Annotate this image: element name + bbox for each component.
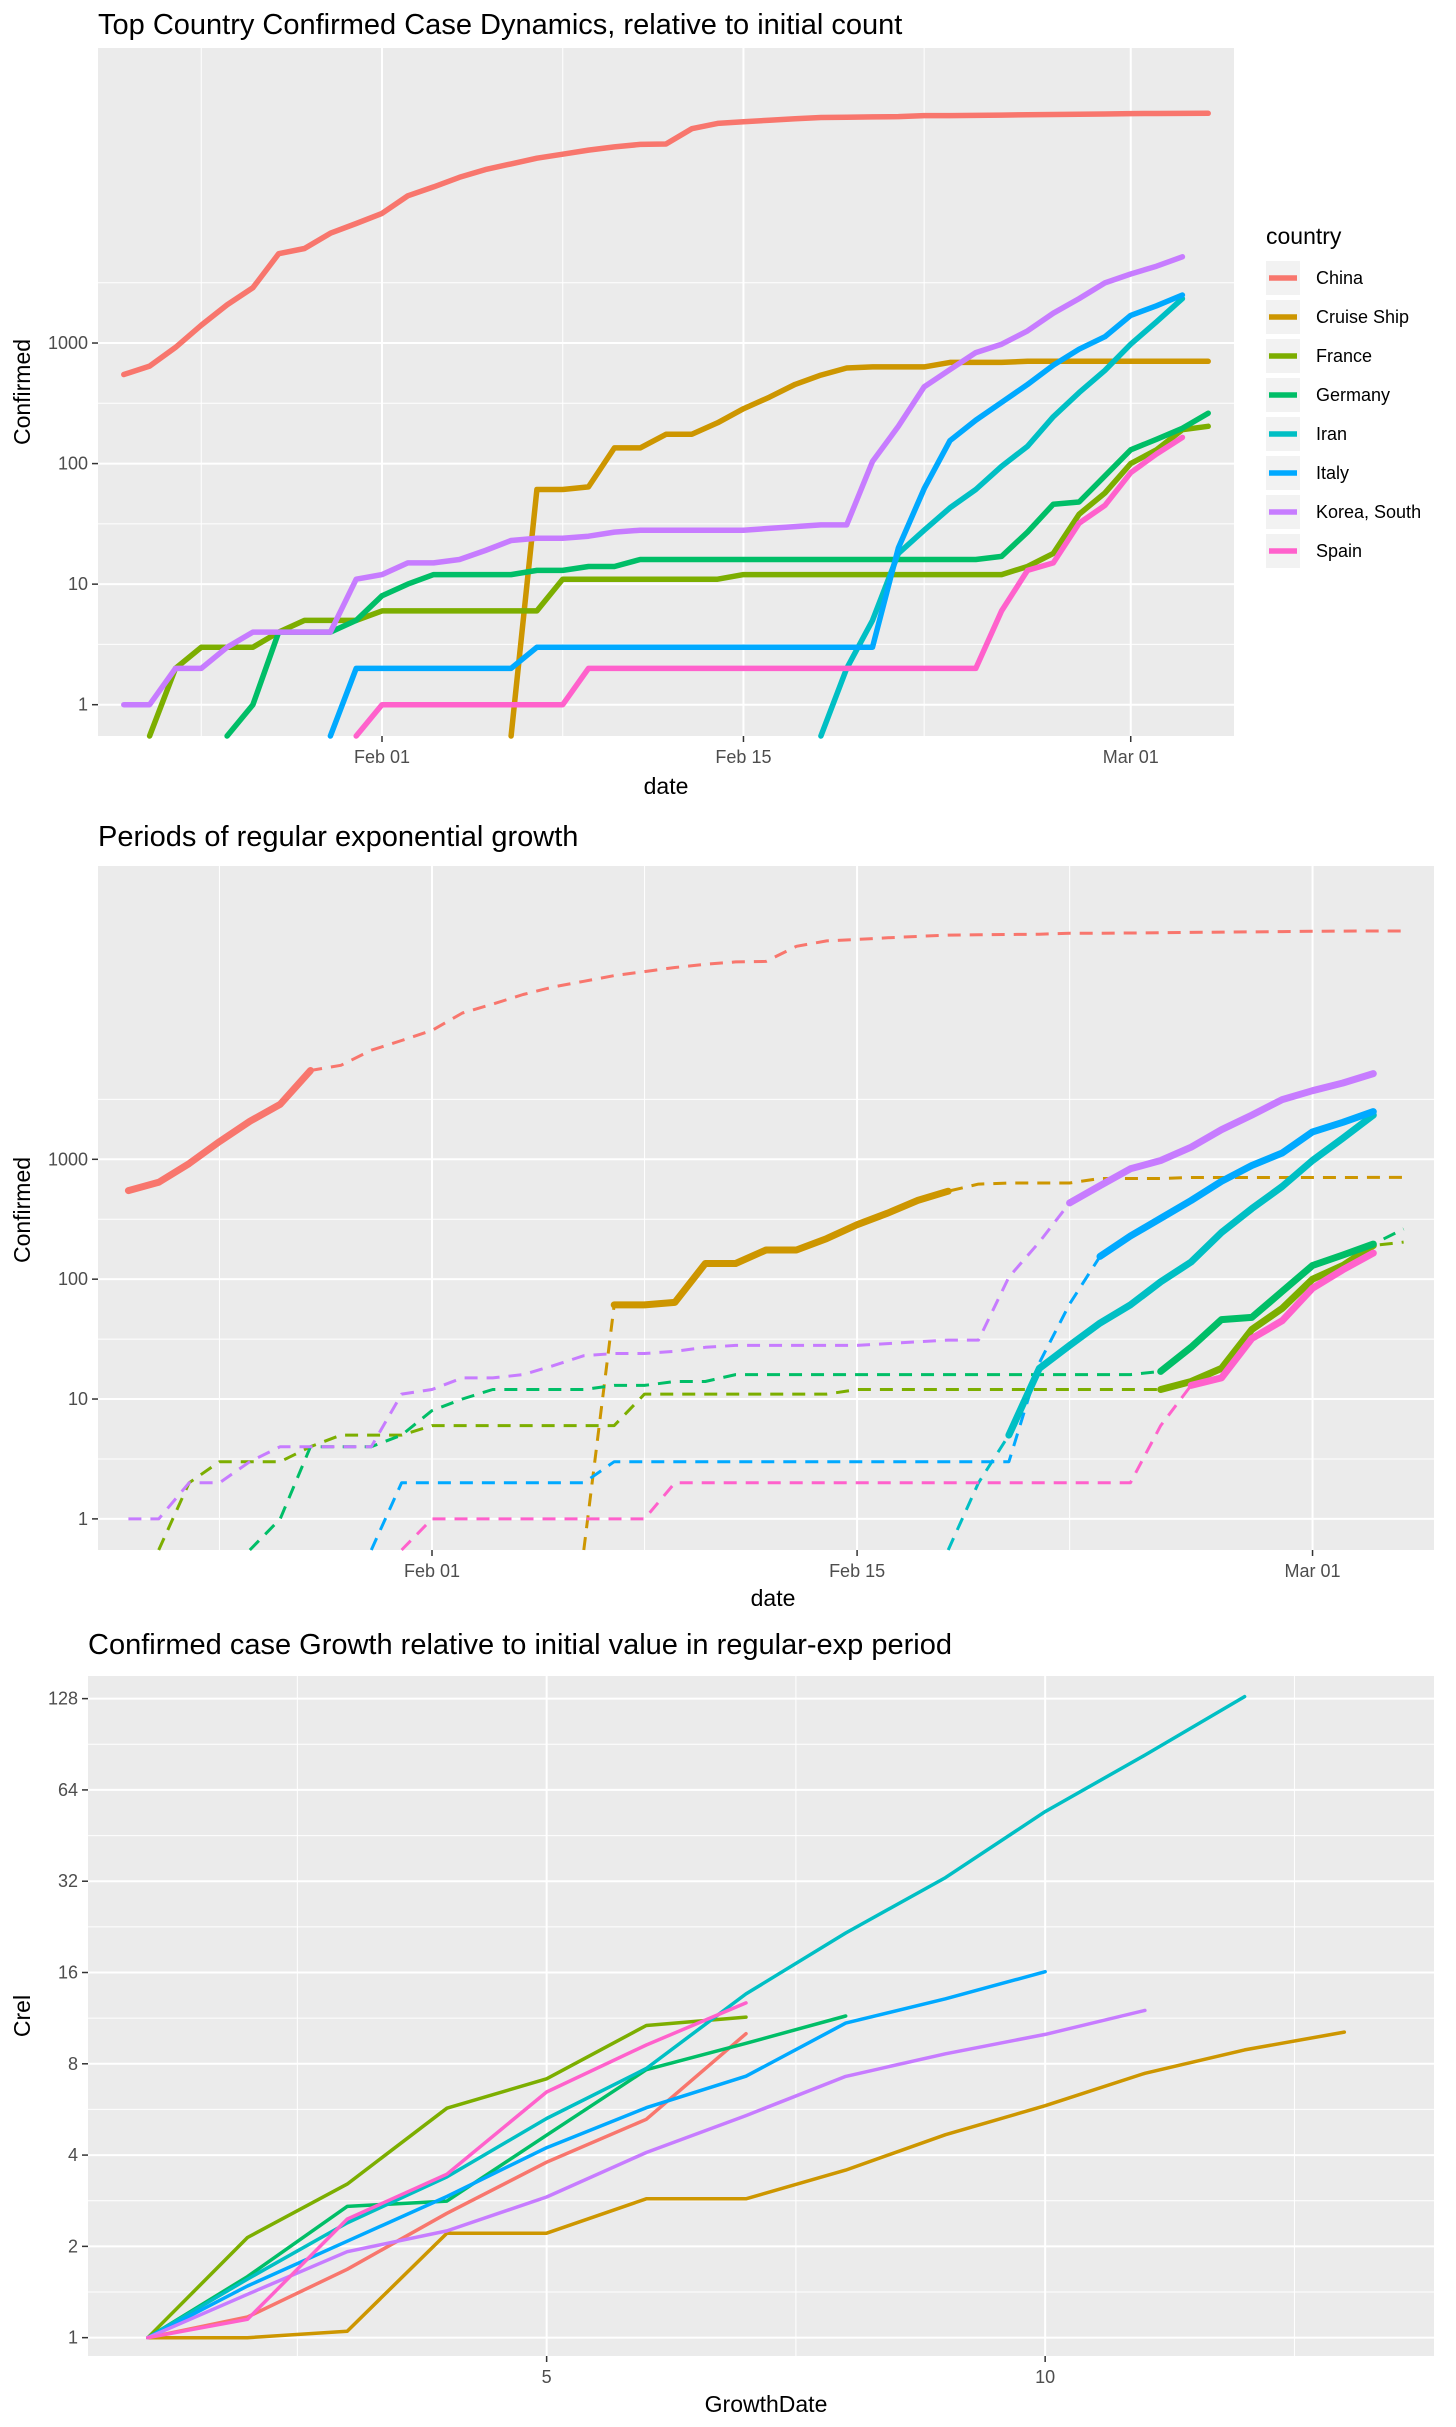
- panel-1-y-axis-title: Confirmed: [9, 339, 35, 445]
- panel-1-line-cruise-ship: [508, 358, 1211, 739]
- panel-1-y-tick-labels: 1 10 100 1000: [48, 333, 98, 715]
- panel-1-x-tick-labels: Feb 01 Feb 15 Mar 01: [354, 736, 1159, 767]
- p3-y-tick-label: 8: [68, 2054, 78, 2074]
- panel-2-exp-period-line-italy: [1096, 1108, 1377, 1260]
- panel-1-gridlines: [98, 48, 1234, 736]
- panel-3-series-lines: [146, 1694, 1347, 2340]
- panel-1-line-france: [146, 423, 1211, 739]
- panel-2-dashed-line-spain: [400, 1251, 1375, 1552]
- p1-x-tick-label: Mar 01: [1103, 747, 1159, 767]
- panel-2-exponential-periods: Periods of regular exponential growth Fe…: [9, 821, 1434, 1611]
- panel-2-exp-period-line-china: [124, 1067, 314, 1195]
- legend-label-china: China: [1316, 268, 1364, 288]
- panel-2-exp-period-line-iran: [1005, 1111, 1377, 1439]
- legend-label-france: France: [1316, 346, 1372, 366]
- panel-1-plot-background: [98, 48, 1234, 736]
- panel-3-line-france: [146, 2015, 748, 2340]
- p2-y-tick-label: 10: [68, 1389, 88, 1409]
- panel-2-exp-period-line-korea-south: [1066, 1070, 1377, 1207]
- p1-x-tick-label: Feb 15: [715, 747, 771, 767]
- panel-2-exp-period-line-france: [1157, 1242, 1377, 1393]
- panel-2-exp-period-line-spain: [1187, 1249, 1377, 1389]
- panel-2-gridlines: [98, 866, 1434, 1550]
- panel-1-line-china: [121, 110, 1211, 378]
- p1-y-tick-label: 10: [68, 574, 88, 594]
- p3-y-tick-label: 1: [68, 2328, 78, 2348]
- p1-y-tick-label: 1000: [48, 333, 88, 353]
- panel-2-exp-period-line-cruise-ship: [610, 1187, 952, 1309]
- legend-label-germany: Germany: [1316, 385, 1390, 405]
- legend-label-cruise-ship: Cruise Ship: [1316, 307, 1409, 327]
- panel-2-dashed-line-germany: [248, 1227, 1405, 1552]
- panel-2-y-tick-labels: 1 10 100 1000: [48, 1149, 98, 1529]
- p3-y-tick-label: 64: [58, 1780, 78, 1800]
- p3-y-tick-label: 16: [58, 1963, 78, 1983]
- p2-x-tick-label: Feb 01: [404, 1561, 460, 1581]
- panel-3-y-tick-labels: 1 2 4 8 16 32 64 128: [48, 1689, 88, 2348]
- panel-1-line-germany: [224, 410, 1211, 739]
- panel-1-title: Top Country Confirmed Case Dynamics, rel…: [98, 9, 902, 41]
- legend-label-spain: Spain: [1316, 541, 1362, 561]
- panel-2-dashed-line-korea-south: [128, 1072, 1374, 1521]
- panel-2-x-tick-labels: Feb 01 Feb 15 Mar 01: [404, 1550, 1341, 1581]
- panel-1-series-lines: [121, 110, 1211, 739]
- panel-3-line-germany: [146, 2014, 848, 2340]
- p3-x-tick-label: 10: [1035, 2367, 1055, 2387]
- panel-2-title: Periods of regular exponential growth: [98, 821, 578, 853]
- panel-2-plot-background: [98, 866, 1434, 1550]
- p2-y-tick-label: 100: [58, 1269, 88, 1289]
- panel-2-dashed-line-china: [128, 929, 1404, 1193]
- panel-3-title: Confirmed case Growth relative to initia…: [88, 1629, 952, 1661]
- p2-x-tick-label: Feb 15: [829, 1561, 885, 1581]
- p3-x-tick-label: 5: [542, 2367, 552, 2387]
- p2-y-tick-label: 1: [78, 1509, 88, 1529]
- panel-1-x-axis-title: date: [644, 773, 689, 799]
- panel-2-y-axis-title: Confirmed: [9, 1157, 35, 1263]
- p2-y-tick-label: 1000: [48, 1149, 88, 1169]
- p1-x-tick-label: Feb 01: [354, 747, 410, 767]
- p3-y-tick-label: 128: [48, 1689, 78, 1709]
- panel-3-line-korea-south: [146, 2008, 1147, 2340]
- panel-3-line-italy: [146, 1969, 1047, 2340]
- p1-y-tick-label: 1: [78, 695, 88, 715]
- legend-label-italy: Italy: [1316, 463, 1349, 483]
- panel-2-dashed-line-cruise-ship: [582, 1175, 1404, 1551]
- panel-2-x-axis-title: date: [751, 1585, 796, 1611]
- panel-3-line-cruise-ship: [146, 2030, 1347, 2340]
- panel-2-series-lines: [124, 929, 1405, 1552]
- panel-1-line-korea-south: [121, 254, 1186, 708]
- panel-1-line-italy: [327, 292, 1186, 739]
- panel-3-line-spain: [146, 2001, 748, 2340]
- legend-label-iran: Iran: [1316, 424, 1347, 444]
- panel-1-line-iran: [818, 295, 1186, 739]
- panel-1-line-spain: [353, 434, 1186, 739]
- p2-x-tick-label: Mar 01: [1285, 1561, 1341, 1581]
- legend-title: country: [1266, 223, 1342, 249]
- panel-2-exp-period-line-germany: [1157, 1240, 1377, 1375]
- panel-1-case-dynamics: Top Country Confirmed Case Dynamics, rel…: [9, 9, 1421, 799]
- p3-y-tick-label: 32: [58, 1871, 78, 1891]
- legend-entries: China Cruise Ship France Germany Iran Italy Ko…: [1266, 261, 1421, 568]
- panel-3-x-tick-labels: 5 10: [542, 2356, 1055, 2387]
- p3-y-tick-label: 4: [68, 2145, 78, 2165]
- legend-label-korea-south: Korea, South: [1316, 502, 1421, 522]
- p1-y-tick-label: 100: [58, 454, 88, 474]
- p3-y-tick-label: 2: [68, 2236, 78, 2256]
- panel-3-relative-growth: Confirmed case Growth relative to initia…: [9, 1629, 1434, 2417]
- legend: country China Cruise Ship France Germany Ira…: [1266, 223, 1421, 568]
- panel-3-y-axis-title: Crel: [9, 1995, 35, 2037]
- panel-3-x-axis-title: GrowthDate: [705, 2391, 828, 2417]
- panel-3-gridlines: [88, 1676, 1434, 2356]
- panel-3-line-iran: [146, 1694, 1247, 2340]
